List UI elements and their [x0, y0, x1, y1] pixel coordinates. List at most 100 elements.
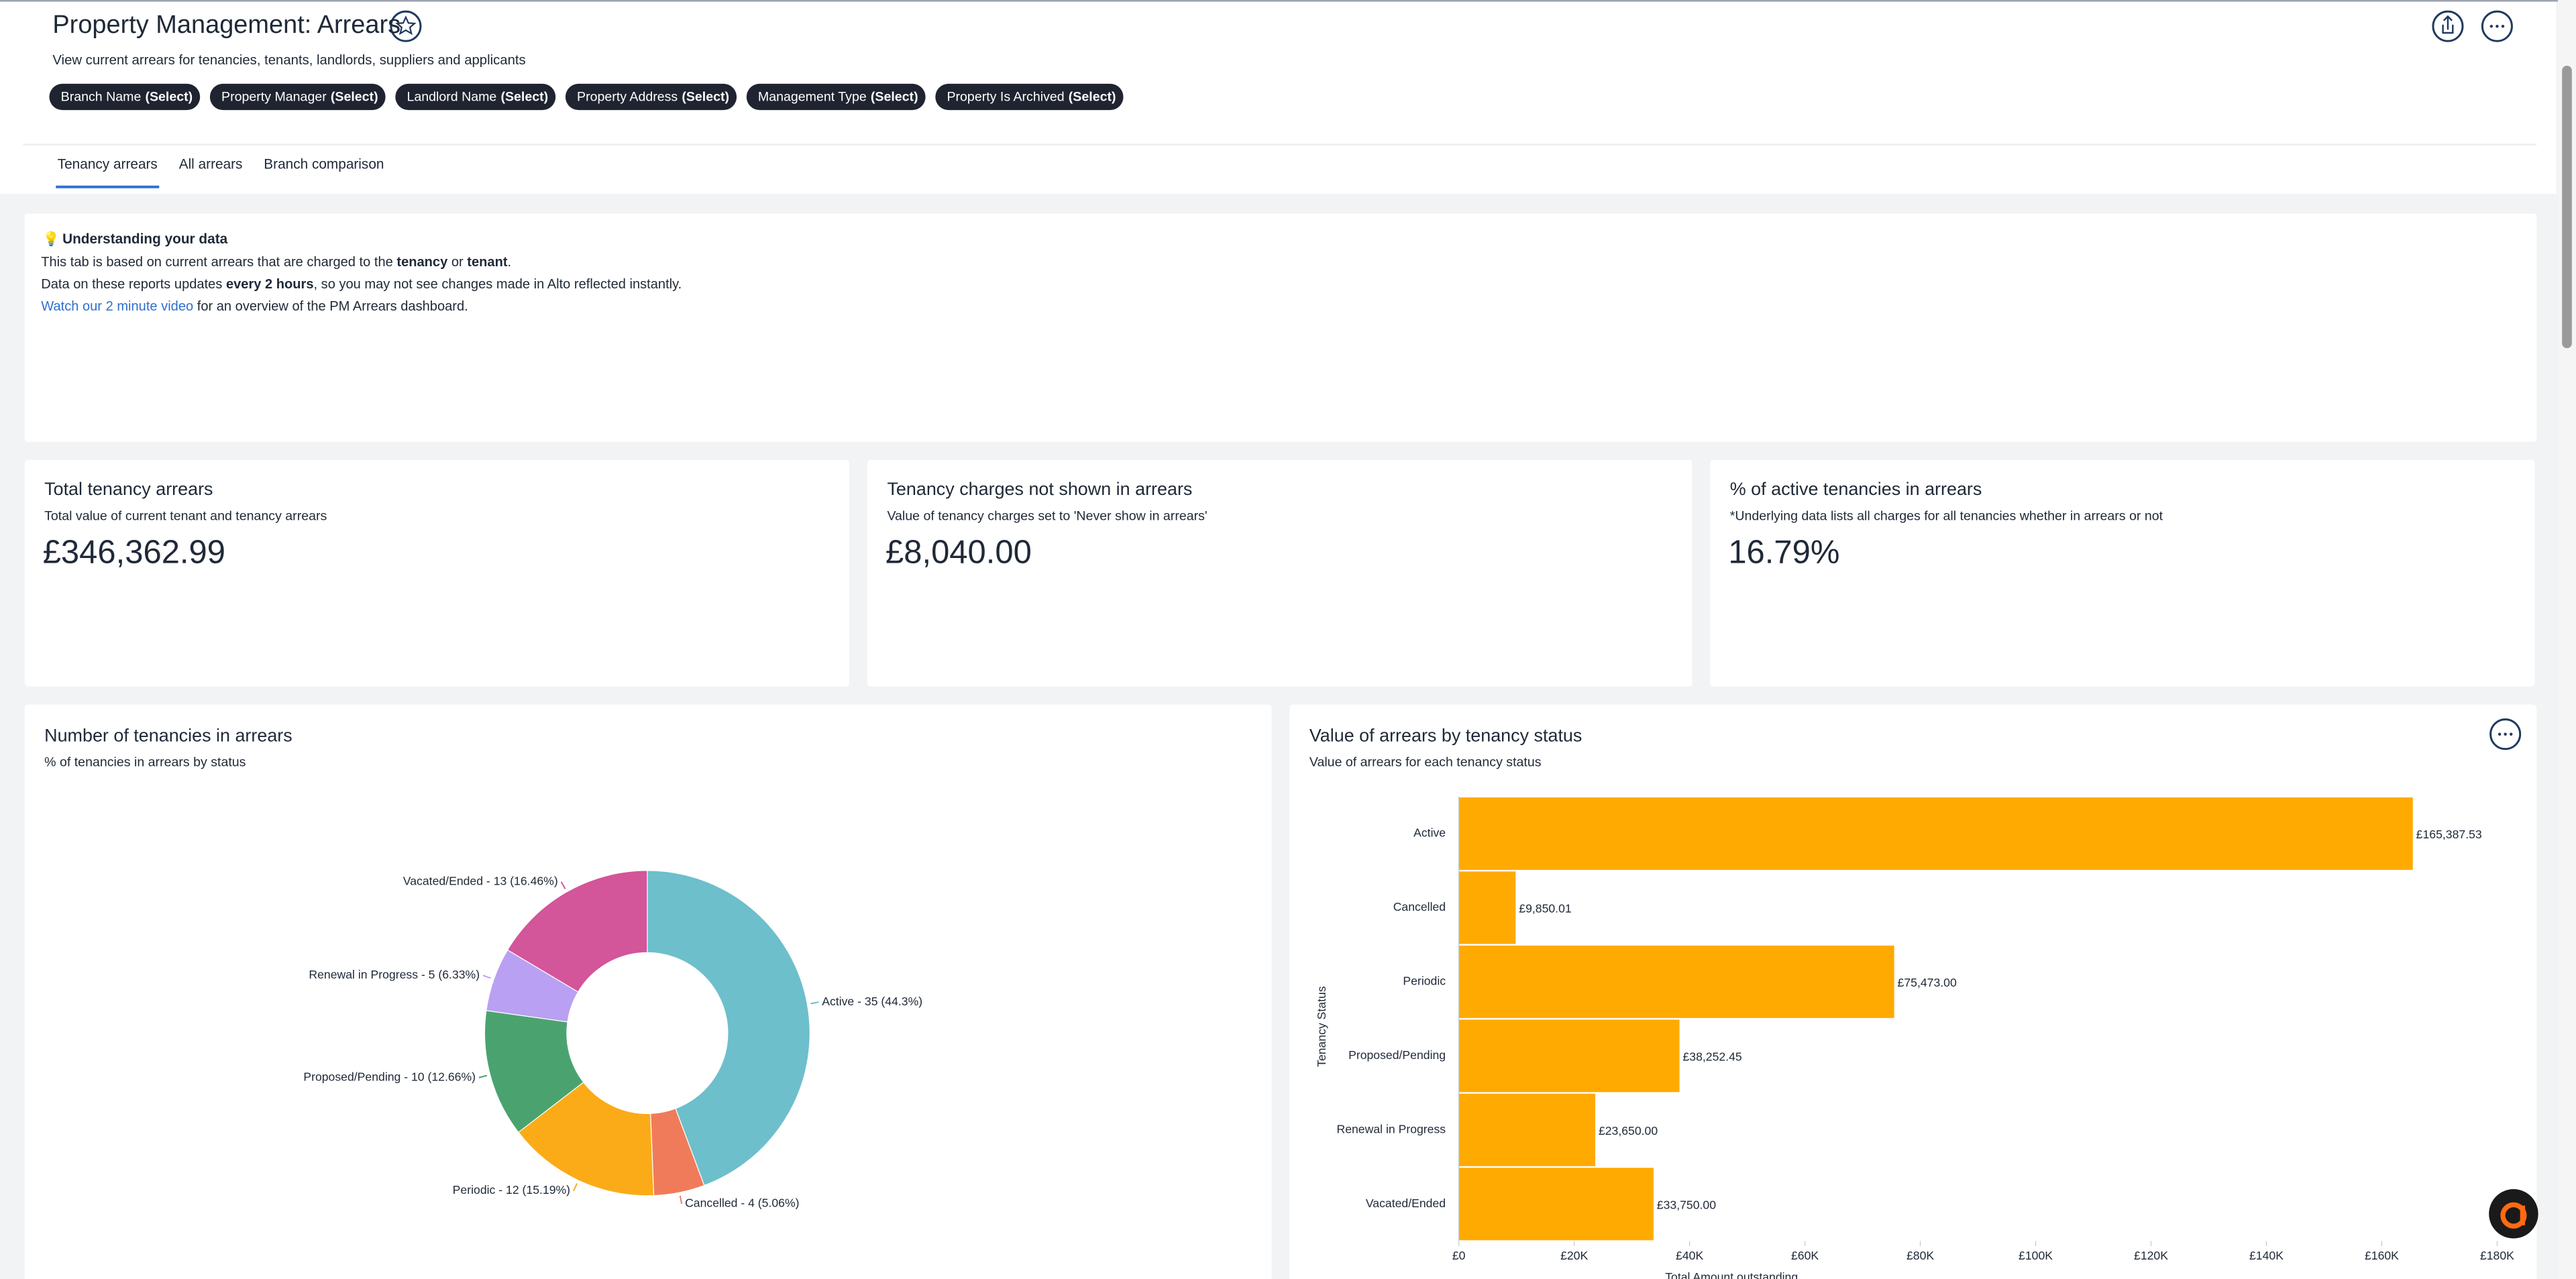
pill-background — [746, 83, 926, 111]
pill-background — [209, 83, 386, 111]
x-tick-label: £120K — [2134, 1249, 2168, 1262]
tab[interactable]: All arrears — [179, 157, 243, 172]
leader-line — [478, 1074, 488, 1078]
x-tick-label: £160K — [2365, 1249, 2399, 1262]
filter-value: (Select) — [682, 90, 729, 105]
active-tab-indicator — [56, 185, 160, 188]
info-title: Understanding your data — [62, 231, 228, 247]
x-tick-label: £80K — [1907, 1249, 1934, 1262]
chart-card — [24, 704, 1272, 1279]
x-tick-label: £40K — [1676, 1249, 1703, 1262]
share-button[interactable] — [2432, 10, 2464, 42]
info-link[interactable]: Watch our 2 minute video — [41, 299, 193, 314]
tab[interactable]: Tenancy arrears — [58, 157, 158, 172]
x-tick-label: £20K — [1560, 1249, 1588, 1262]
donut-slice — [517, 1081, 655, 1197]
chart-subtitle: % of tenancies in arrears by status — [44, 755, 246, 770]
value-label: £9,850.01 — [1519, 902, 1571, 915]
pill-text: Property Is Archived (Select) — [947, 90, 1116, 105]
filter-pill[interactable]: Management Type (Select) — [746, 83, 926, 111]
x-tick-label: £60K — [1791, 1249, 1819, 1262]
info-card — [24, 213, 2537, 442]
x-tick-label: £180K — [2480, 1249, 2514, 1262]
kpi-card — [1710, 459, 2535, 687]
info-text: or — [447, 255, 467, 270]
slice-label: Proposed/Pending - 10 (12.66%) — [303, 1070, 476, 1083]
kpi-cards: Total tenancy arrears Total value of curr… — [24, 459, 2535, 687]
info-line: Watch our 2 minute video for an overview… — [41, 299, 468, 314]
bar — [1458, 871, 1516, 944]
filter-value: (Select) — [500, 90, 548, 105]
leader-line — [810, 1001, 819, 1005]
chart-title: Number of tenancies in arrears — [44, 725, 292, 745]
leader-line — [679, 1195, 683, 1205]
kpi-subtitle: Total value of current tenant and tenanc… — [44, 508, 327, 523]
kpi-title: Total tenancy arrears — [44, 479, 213, 499]
x-tick-label: £100K — [2019, 1249, 2053, 1262]
more-button[interactable] — [2481, 10, 2513, 42]
charts: Number of tenancies in arrears % of tenan… — [44, 725, 2514, 1279]
slice-label: Active - 35 (44.3%) — [822, 995, 922, 1008]
filter-pill[interactable]: Landlord Name (Select) — [395, 83, 556, 111]
slice-label: Vacated/Ended - 13 (16.46%) — [403, 874, 558, 887]
y-tick-label: Cancelled — [1393, 900, 1446, 913]
filter-pill[interactable]: Property Manager (Select) — [209, 83, 386, 111]
filter-label: Branch Name — [61, 90, 142, 105]
scrollbar-thumb[interactable] — [2562, 65, 2572, 349]
filter-pill[interactable]: Branch Name (Select) — [49, 83, 201, 111]
slice-label: Renewal in Progress - 5 (6.33%) — [309, 968, 480, 981]
donut-slice — [506, 870, 648, 993]
value-label: £38,252.45 — [1683, 1050, 1742, 1063]
tab[interactable]: Branch comparison — [264, 157, 384, 172]
filters: Branch Name (Select) Property Manager (Sele… — [49, 83, 1124, 111]
favourite-button[interactable] — [390, 10, 422, 42]
filter-label: Property Manager — [221, 90, 327, 105]
leader-line — [482, 975, 491, 979]
filter-value: (Select) — [145, 90, 193, 105]
kpi-value: £346,362.99 — [43, 534, 225, 570]
chat-launcher[interactable] — [2489, 1189, 2538, 1239]
pill-background — [49, 83, 201, 111]
filter-label: Property Address — [577, 90, 678, 105]
tabs: Tenancy arrears All arrears Branch compari… — [56, 157, 384, 188]
filter-pill[interactable]: Property Is Archived (Select) — [935, 83, 1124, 111]
x-tick-label: £140K — [2249, 1249, 2284, 1262]
pill-text: Management Type (Select) — [758, 90, 918, 105]
pill-background — [565, 83, 737, 111]
info-line: This tab is based on current arrears tha… — [41, 255, 511, 270]
kpi-subtitle: Value of tenancy charges set to 'Never s… — [887, 508, 1207, 523]
bar — [1458, 1019, 1680, 1093]
x-tick-label: £0 — [1452, 1249, 1466, 1262]
filter-value: (Select) — [871, 90, 918, 105]
slice-label: Cancelled - 4 (5.06%) — [685, 1197, 799, 1210]
y-tick-label: Active — [1413, 826, 1446, 840]
info-text: for an overview of the PM Arrears dashbo… — [193, 299, 468, 314]
value-label: £23,650.00 — [1599, 1124, 1658, 1137]
pill-text: Landlord Name (Select) — [407, 90, 548, 105]
filter-pill[interactable]: Property Address (Select) — [565, 83, 737, 111]
value-label: £33,750.00 — [1657, 1198, 1716, 1211]
chart-menu-button[interactable] — [2489, 718, 2522, 750]
chart-subtitle: Value of arrears for each tenancy status — [1309, 755, 1542, 770]
bar — [1458, 1168, 1654, 1241]
info-text: every 2 hours — [226, 277, 314, 292]
slice-label: Periodic - 12 (15.19%) — [453, 1183, 570, 1197]
bar — [1458, 1093, 1596, 1166]
y-tick-label: Vacated/Ended — [1366, 1197, 1446, 1210]
kpi-card — [867, 459, 1693, 687]
chart-title: Value of arrears by tenancy status — [1309, 725, 1582, 745]
y-tick-label: Proposed/Pending — [1348, 1048, 1446, 1062]
info-text: tenant — [467, 255, 508, 270]
kpi-title: Tenancy charges not shown in arrears — [887, 479, 1192, 499]
info-text: . — [508, 255, 512, 270]
y-axis-title: Tenancy Status — [1315, 986, 1328, 1067]
bar — [1458, 945, 1894, 1018]
filter-label: Landlord Name — [407, 90, 496, 105]
info-line: Data on these reports updates every 2 ho… — [41, 277, 682, 292]
kpi-value: 16.79% — [1728, 534, 1839, 570]
filter-value: (Select) — [331, 90, 378, 105]
page-title: Property Management: Arrears — [52, 11, 400, 39]
x-axis-title: Total Amount outstanding — [1665, 1270, 1798, 1279]
